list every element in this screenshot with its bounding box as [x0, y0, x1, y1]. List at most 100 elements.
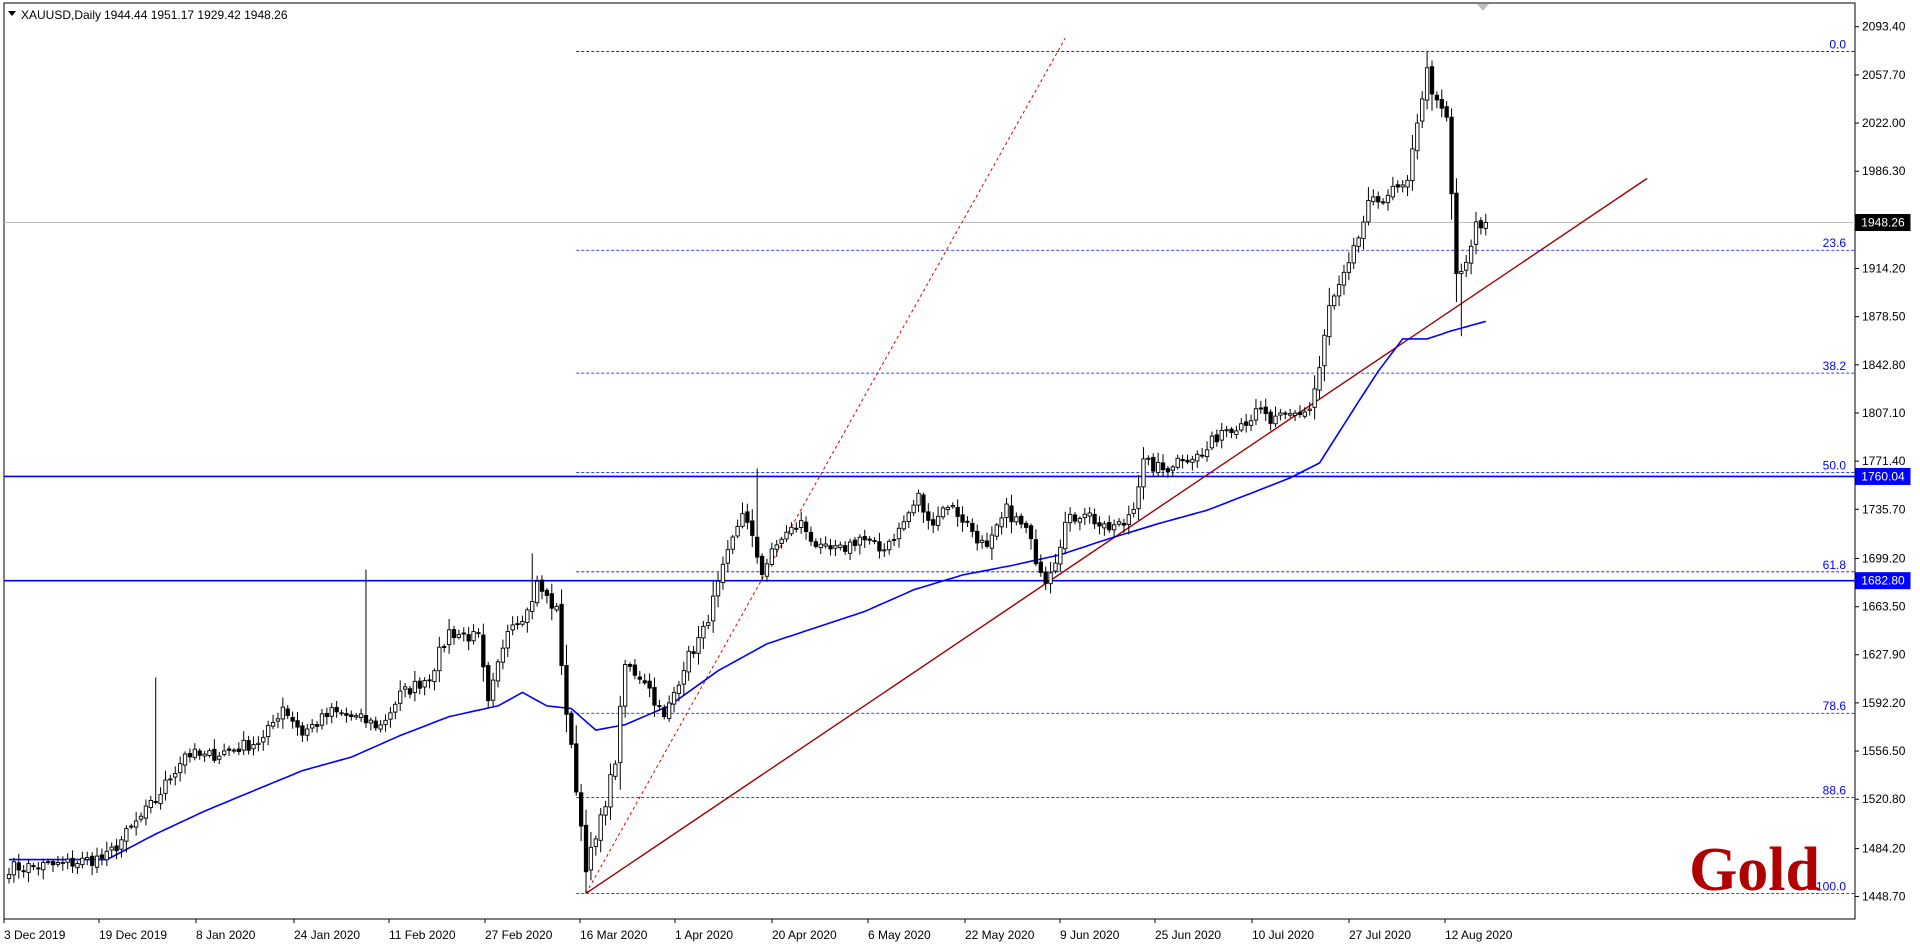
- candle[interactable]: [1175, 454, 1180, 470]
- candle[interactable]: [1077, 516, 1083, 531]
- candle[interactable]: [158, 787, 163, 810]
- candle[interactable]: [618, 695, 623, 790]
- candle[interactable]: [456, 629, 462, 640]
- candle[interactable]: [21, 864, 26, 878]
- candle[interactable]: [398, 680, 403, 711]
- chart-shift-marker[interactable]: [1477, 4, 1489, 11]
- candle[interactable]: [1371, 189, 1376, 206]
- candle[interactable]: [1449, 108, 1454, 220]
- candle[interactable]: [324, 707, 329, 725]
- candle[interactable]: [1111, 519, 1117, 538]
- candle[interactable]: [622, 659, 628, 718]
- candle[interactable]: [1087, 506, 1092, 524]
- candle[interactable]: [1180, 454, 1185, 469]
- candle[interactable]: [383, 714, 388, 732]
- candle[interactable]: [1048, 561, 1053, 594]
- candle[interactable]: [207, 748, 212, 758]
- candle[interactable]: [652, 677, 657, 717]
- candle[interactable]: [1214, 429, 1219, 447]
- support-price-tag[interactable]: 1682.80: [1855, 572, 1911, 590]
- candle[interactable]: [960, 506, 965, 532]
- candle[interactable]: [314, 721, 320, 733]
- candle[interactable]: [730, 534, 735, 555]
- header-dropdown-icon[interactable]: [8, 11, 16, 16]
- candle[interactable]: [803, 516, 809, 540]
- candle[interactable]: [1234, 425, 1239, 439]
- candle[interactable]: [241, 731, 246, 755]
- candle[interactable]: [31, 862, 36, 871]
- candle[interactable]: [290, 711, 295, 729]
- candle[interactable]: [843, 541, 848, 555]
- candle[interactable]: [994, 522, 999, 541]
- candle[interactable]: [1341, 264, 1347, 295]
- candle[interactable]: [1151, 453, 1156, 477]
- candle[interactable]: [1082, 507, 1087, 526]
- candle[interactable]: [422, 677, 427, 696]
- candle[interactable]: [1278, 408, 1283, 421]
- candle[interactable]: [1361, 215, 1366, 250]
- candle[interactable]: [26, 858, 31, 883]
- candle[interactable]: [686, 645, 691, 681]
- candle[interactable]: [970, 518, 975, 538]
- candle[interactable]: [1224, 425, 1229, 438]
- candle[interactable]: [1478, 217, 1484, 235]
- candle[interactable]: [481, 623, 486, 682]
- candle[interactable]: [89, 852, 95, 876]
- candle[interactable]: [1380, 198, 1386, 205]
- candle[interactable]: [1366, 187, 1371, 226]
- candle[interactable]: [588, 831, 594, 881]
- candle[interactable]: [1415, 113, 1420, 160]
- candle[interactable]: [231, 747, 237, 754]
- candle[interactable]: [1023, 520, 1029, 534]
- candle[interactable]: [1429, 60, 1435, 111]
- candle[interactable]: [955, 499, 960, 527]
- candle[interactable]: [510, 616, 515, 636]
- candle[interactable]: [574, 725, 579, 796]
- candle[interactable]: [65, 853, 70, 870]
- candle[interactable]: [437, 636, 442, 683]
- candle[interactable]: [1107, 515, 1112, 533]
- candle[interactable]: [676, 681, 682, 702]
- candle[interactable]: [236, 742, 241, 756]
- candle[interactable]: [1248, 414, 1254, 432]
- candle[interactable]: [349, 710, 354, 721]
- candle[interactable]: [1268, 409, 1273, 431]
- candle[interactable]: [828, 538, 833, 556]
- candle[interactable]: [1170, 464, 1175, 478]
- candle[interactable]: [608, 763, 613, 821]
- candle[interactable]: [750, 509, 755, 548]
- current-price-tag[interactable]: 1948.26: [1855, 214, 1911, 232]
- candle[interactable]: [177, 756, 183, 782]
- candle[interactable]: [1102, 520, 1107, 536]
- candle[interactable]: [979, 535, 985, 549]
- candle[interactable]: [984, 532, 990, 549]
- candle[interactable]: [1063, 511, 1068, 555]
- candle[interactable]: [11, 857, 17, 883]
- candle[interactable]: [852, 536, 858, 552]
- candle[interactable]: [745, 503, 750, 530]
- candle[interactable]: [515, 616, 520, 630]
- candle[interactable]: [173, 766, 178, 786]
- candle[interactable]: [1307, 402, 1312, 416]
- candle[interactable]: [887, 539, 892, 555]
- candle[interactable]: [310, 719, 315, 733]
- candle[interactable]: [50, 859, 56, 873]
- candle[interactable]: [1072, 512, 1078, 525]
- candle[interactable]: [1454, 178, 1459, 303]
- candle[interactable]: [696, 625, 701, 665]
- candle[interactable]: [1405, 174, 1410, 196]
- candle[interactable]: [1356, 235, 1361, 253]
- candle[interactable]: [559, 589, 564, 676]
- candle[interactable]: [500, 639, 506, 670]
- candle[interactable]: [466, 626, 471, 651]
- candle[interactable]: [1097, 516, 1102, 535]
- candle[interactable]: [769, 542, 774, 567]
- candle[interactable]: [667, 695, 672, 722]
- candle[interactable]: [246, 735, 251, 755]
- candle[interactable]: [388, 707, 393, 728]
- candle[interactable]: [759, 553, 765, 582]
- candle[interactable]: [583, 809, 589, 894]
- candle[interactable]: [1468, 239, 1474, 275]
- candle[interactable]: [1459, 263, 1464, 337]
- support-price-tag[interactable]: 1760.04: [1855, 467, 1911, 485]
